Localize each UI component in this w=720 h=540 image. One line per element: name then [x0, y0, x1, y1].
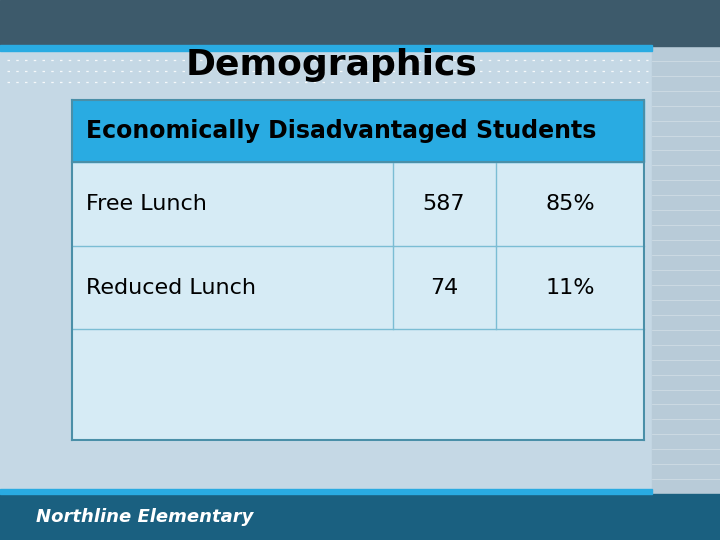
- Text: Demographics: Demographics: [185, 48, 477, 82]
- Text: 587: 587: [423, 194, 465, 214]
- Text: Reduced Lunch: Reduced Lunch: [86, 278, 256, 298]
- Bar: [0, 489, 652, 494]
- Text: Free Lunch: Free Lunch: [86, 194, 207, 214]
- Bar: [652, 46, 720, 494]
- Text: 11%: 11%: [545, 278, 595, 298]
- Text: Economically Disadvantaged Students: Economically Disadvantaged Students: [86, 119, 597, 143]
- Bar: [0, 494, 720, 540]
- Bar: [0, 0, 720, 46]
- Text: 74: 74: [430, 278, 458, 298]
- Bar: [0, 45, 652, 51]
- Bar: [72, 100, 644, 162]
- Text: 85%: 85%: [545, 194, 595, 214]
- Text: Northline Elementary: Northline Elementary: [36, 508, 253, 526]
- Bar: [72, 100, 644, 440]
